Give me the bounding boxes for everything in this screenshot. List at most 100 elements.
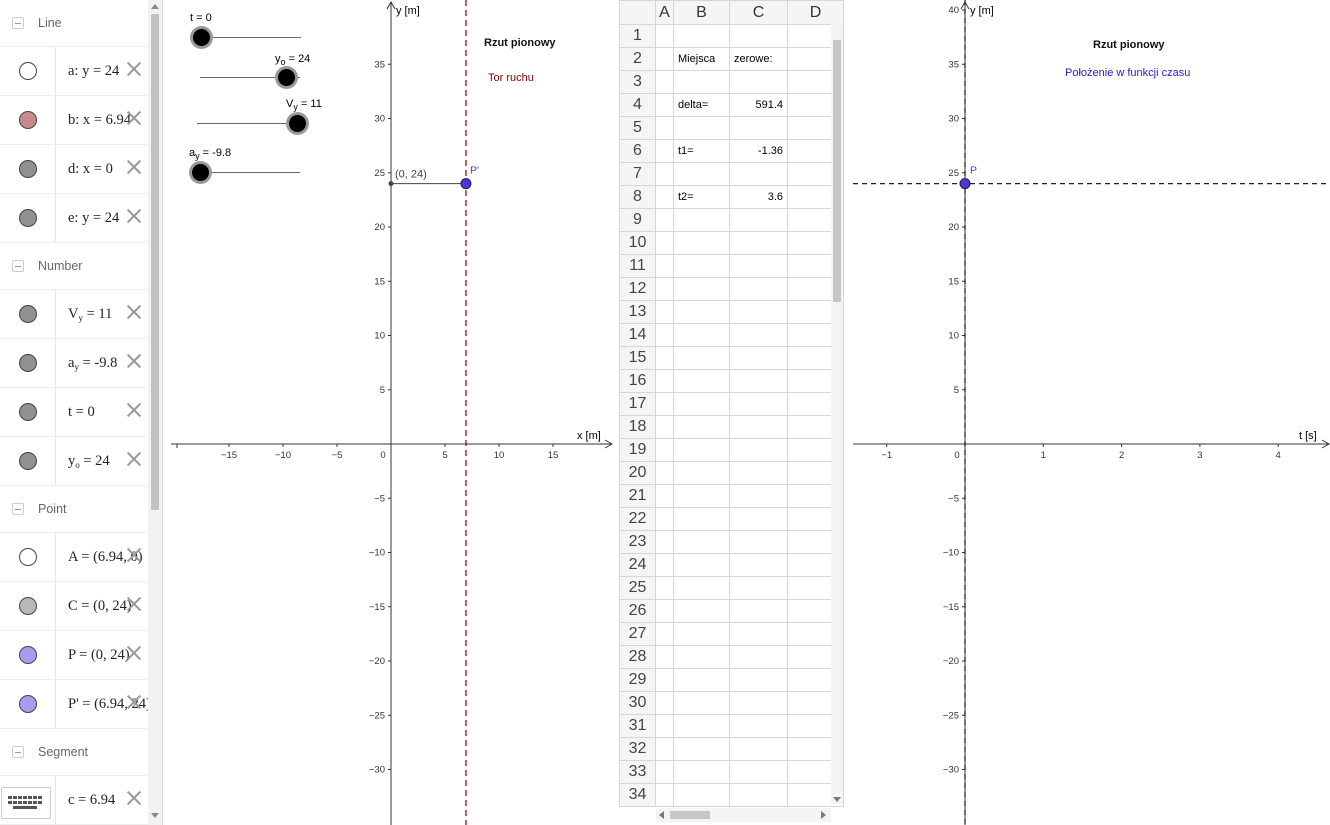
cell-A28[interactable]: [655, 645, 674, 669]
cell-C4[interactable]: 591.4: [729, 93, 788, 117]
scroll-right-icon[interactable]: [821, 811, 826, 819]
delete-icon[interactable]: [125, 303, 143, 321]
slider-track[interactable]: [199, 172, 300, 173]
cell-B18[interactable]: [673, 415, 730, 439]
row-header[interactable]: 30: [619, 691, 656, 715]
cell-C6[interactable]: -1.36: [729, 139, 788, 163]
cell-B23[interactable]: [673, 530, 730, 554]
cell-B31[interactable]: [673, 714, 730, 738]
row-header[interactable]: 33: [619, 760, 656, 784]
slider-knob[interactable]: [278, 69, 295, 86]
row-header[interactable]: 27: [619, 622, 656, 646]
collapse-icon[interactable]: [12, 260, 24, 272]
delete-icon[interactable]: [125, 789, 143, 807]
cell-A31[interactable]: [655, 714, 674, 738]
category-segment[interactable]: Segment: [0, 729, 148, 776]
row-header[interactable]: 20: [619, 461, 656, 485]
algebra-item-d[interactable]: d: x = 0: [0, 145, 148, 194]
collapse-icon[interactable]: [12, 746, 24, 758]
row-header[interactable]: 3: [619, 70, 656, 94]
algebra-item-P[interactable]: P = (0, 24): [0, 631, 148, 680]
cell-C30[interactable]: [729, 691, 788, 715]
row-header[interactable]: 34: [619, 783, 656, 807]
algebra-item-text[interactable]: A = (6.94, 0): [68, 548, 143, 565]
visibility-toggle[interactable]: [18, 646, 37, 664]
graphics-view-2[interactable]: t [s] y [m] −1 0 1 2 3 4 40 35 30 25 20 15 10 5 −5 −10 −15…: [853, 0, 1330, 825]
row-header[interactable]: 4: [619, 93, 656, 117]
cell-B21[interactable]: [673, 484, 730, 508]
cell-B14[interactable]: [673, 323, 730, 347]
cell-B20[interactable]: [673, 461, 730, 485]
row-header[interactable]: 2: [619, 47, 656, 71]
row-header[interactable]: 19: [619, 438, 656, 462]
cell-C22[interactable]: [729, 507, 788, 531]
row-header[interactable]: 1: [619, 24, 656, 48]
cell-A15[interactable]: [655, 346, 674, 370]
cell-B9[interactable]: [673, 208, 730, 232]
cell-C26[interactable]: [729, 599, 788, 623]
cell-A30[interactable]: [655, 691, 674, 715]
algebra-item-text[interactable]: d: x = 0: [68, 160, 113, 177]
delete-icon[interactable]: [125, 693, 143, 711]
visibility-toggle[interactable]: [18, 452, 37, 470]
collapse-icon[interactable]: [12, 503, 24, 515]
cell-A2[interactable]: [655, 47, 674, 71]
spreadsheet-vscrollbar[interactable]: [831, 24, 843, 804]
visibility-toggle[interactable]: [18, 111, 37, 129]
cell-B34[interactable]: [673, 783, 730, 807]
cell-A26[interactable]: [655, 599, 674, 623]
cell-A14[interactable]: [655, 323, 674, 347]
cell-B25[interactable]: [673, 576, 730, 600]
visibility-toggle[interactable]: [18, 548, 37, 566]
algebra-item-C[interactable]: C = (0, 24): [0, 582, 148, 631]
cell-B17[interactable]: [673, 392, 730, 416]
row-header[interactable]: 15: [619, 346, 656, 370]
cell-B10[interactable]: [673, 231, 730, 255]
cell-C1[interactable]: [729, 24, 788, 48]
cell-A6[interactable]: [655, 139, 674, 163]
cell-A20[interactable]: [655, 461, 674, 485]
delete-icon[interactable]: [125, 401, 143, 419]
cell-A11[interactable]: [655, 254, 674, 278]
cell-C24[interactable]: [729, 553, 788, 577]
cell-B19[interactable]: [673, 438, 730, 462]
cell-C12[interactable]: [729, 277, 788, 301]
cell-C7[interactable]: [729, 162, 788, 186]
algebra-item-a[interactable]: a: y = 24: [0, 47, 148, 96]
cell-A19[interactable]: [655, 438, 674, 462]
algebra-item-text[interactable]: t = 0: [68, 403, 95, 420]
scrollbar-thumb[interactable]: [151, 14, 159, 510]
cell-B5[interactable]: [673, 116, 730, 140]
visibility-toggle[interactable]: [18, 209, 37, 227]
cell-A17[interactable]: [655, 392, 674, 416]
row-header[interactable]: 6: [619, 139, 656, 163]
cell-B8[interactable]: t2=: [673, 185, 730, 209]
scroll-down-icon[interactable]: [151, 813, 159, 818]
row-header[interactable]: 14: [619, 323, 656, 347]
graphics-1-canvas[interactable]: x [m] y [m] −15 −10 −5 0 5 10 15 35 30 25 20 15 10 5 −5 −…: [171, 0, 613, 825]
cell-A5[interactable]: [655, 116, 674, 140]
cell-A16[interactable]: [655, 369, 674, 393]
collapse-icon[interactable]: [12, 17, 24, 29]
cell-C17[interactable]: [729, 392, 788, 416]
algebra-item-text[interactable]: ay = -9.8: [68, 354, 118, 372]
algebra-item-text[interactable]: b: x = 6.94: [68, 111, 131, 128]
algebra-item-yo[interactable]: yo = 24: [0, 437, 148, 486]
slider-knob[interactable]: [289, 115, 306, 132]
algebra-item-text[interactable]: Vy = 11: [68, 305, 113, 323]
cell-C28[interactable]: [729, 645, 788, 669]
cell-C19[interactable]: [729, 438, 788, 462]
cell-C25[interactable]: [729, 576, 788, 600]
cell-B16[interactable]: [673, 369, 730, 393]
column-header-D[interactable]: D: [787, 0, 844, 25]
scrollbar-thumb[interactable]: [833, 40, 841, 302]
cell-A8[interactable]: [655, 185, 674, 209]
row-header[interactable]: 17: [619, 392, 656, 416]
algebra-item-t[interactable]: t = 0: [0, 388, 148, 437]
cell-C23[interactable]: [729, 530, 788, 554]
delete-icon[interactable]: [125, 546, 143, 564]
delete-icon[interactable]: [125, 158, 143, 176]
cell-C2[interactable]: zerowe:: [729, 47, 788, 71]
